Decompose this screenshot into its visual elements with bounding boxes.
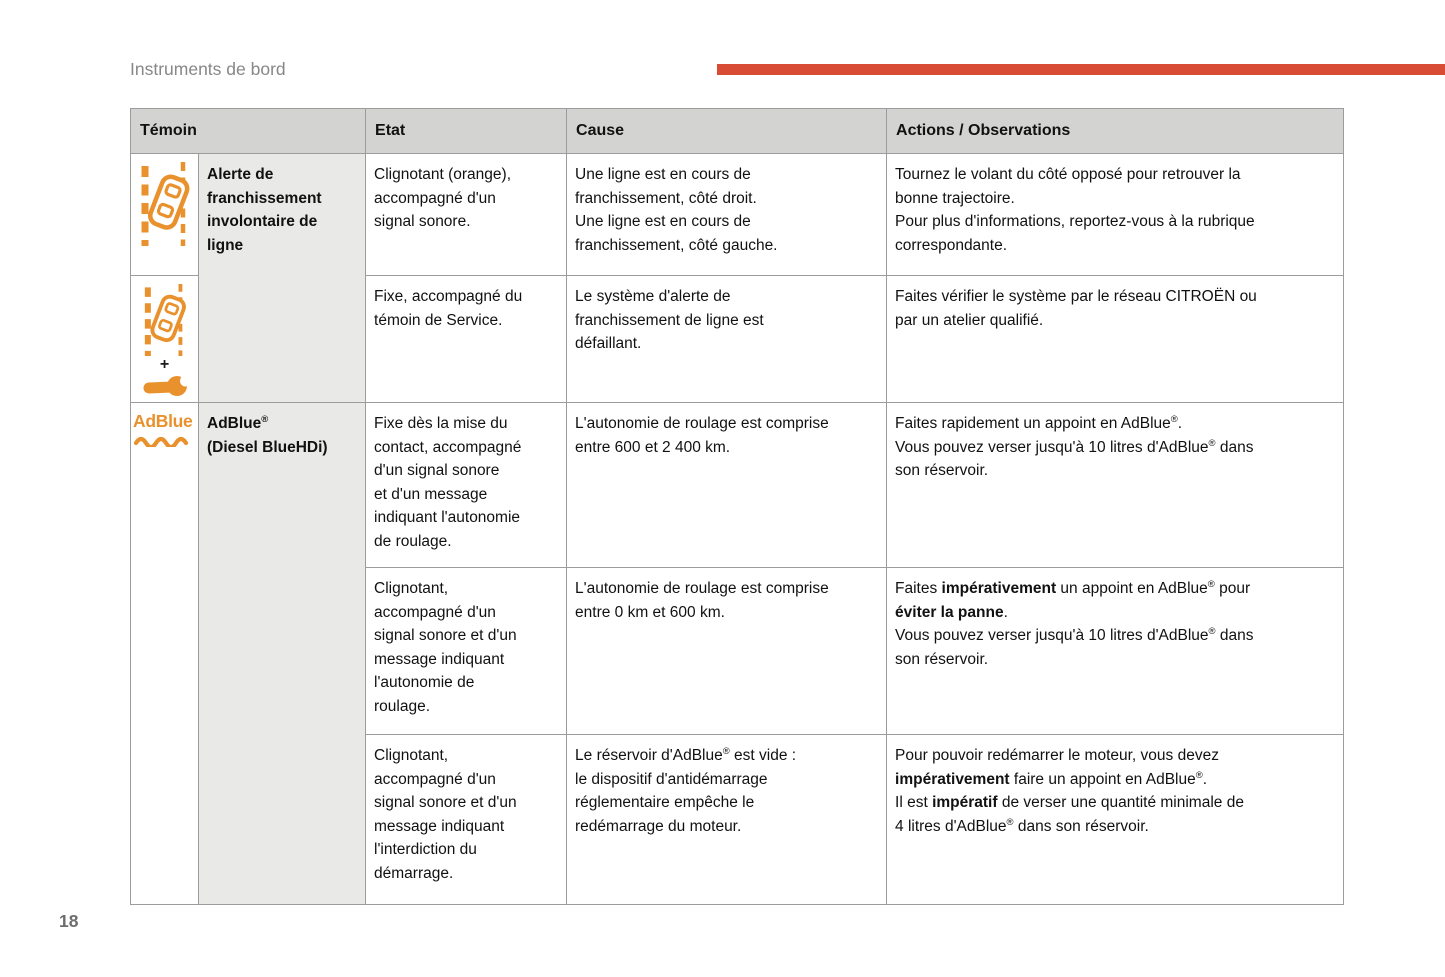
cause-cell: Le système d'alerte de franchissement de … [566, 275, 888, 403]
table-row: + Fixe, accompagné du témoin de Service. … [130, 275, 1345, 403]
etat-cell: Fixe dès la mise du contact, accompagné d'… [365, 402, 568, 568]
section-title: Instruments de bord [130, 59, 286, 79]
actions-cell: Faites vérifier le système par le réseau… [886, 275, 1345, 403]
actions-cell: Pour pouvoir redémarrer le moteur, vous … [886, 734, 1345, 905]
warning-lamps-table: Témoin Etat Cause Actions / Observations [129, 108, 1345, 905]
etat-cell: Clignotant (orange), accompagné d'un signa… [365, 153, 568, 276]
cause-cell: Une ligne est en cours de franchissement,… [566, 153, 888, 276]
temoin-icon-cell: AdBlue [130, 402, 199, 905]
page-number: 18 [59, 911, 79, 931]
cause-cell: L'autonomie de roulage est comprise entre… [566, 567, 888, 735]
service-wrench-icon [143, 374, 188, 396]
lane-departure-warning-icon [144, 284, 186, 356]
table-row: AdBlue AdBlue® (Diesel BlueHDi) Fixe dès … [130, 402, 1345, 905]
table-row: Alerte de franchissement involontaire de li… [130, 153, 1345, 403]
adblue-wave-icon [133, 436, 189, 450]
etat-cell: Clignotant, accompagné d'un signal sonore … [365, 567, 568, 735]
table-row: Clignotant, accompagné d'un signal sonore … [131, 734, 1345, 905]
etat-cell: Clignotant, accompagné d'un signal sonore … [365, 734, 568, 905]
actions-cell: Faites rapidement un appoint en AdBlue®.… [886, 402, 1345, 568]
adblue-icon: AdBlue [133, 411, 196, 455]
table-header-row: Témoin Etat Cause Actions / Observations [129, 108, 1345, 154]
adblue-icon-text: AdBlue [133, 411, 193, 431]
table-row: Clignotant, accompagné d'un signal sonore … [131, 567, 1345, 735]
lane-departure-warning-plus-service-icon: + [133, 284, 196, 400]
temoin-label: Alerte de franchissement involontaire de li… [197, 153, 367, 403]
temoin-icon-cell: + [130, 275, 199, 403]
col-header-actions: Actions / Observations [886, 108, 1345, 154]
cause-cell: L'autonomie de roulage est comprise entre… [566, 402, 888, 568]
col-header-temoin: Témoin [129, 108, 367, 154]
actions-cell: Faites impérativement un appoint en AdBl… [886, 567, 1345, 735]
accent-bar [717, 64, 1445, 75]
plus-glyph: + [159, 356, 170, 373]
lane-departure-warning-icon [141, 162, 189, 246]
col-header-cause: Cause [566, 108, 888, 154]
temoin-label: AdBlue® (Diesel BlueHDi) [197, 402, 367, 905]
col-header-etat: Etat [365, 108, 568, 154]
actions-cell: Tournez le volant du côté opposé pour re… [886, 153, 1345, 276]
etat-cell: Fixe, accompagné du témoin de Service. [365, 275, 568, 403]
cause-cell: Le réservoir d'AdBlue® est vide : le disp… [566, 734, 888, 905]
temoin-icon-cell [130, 153, 199, 276]
